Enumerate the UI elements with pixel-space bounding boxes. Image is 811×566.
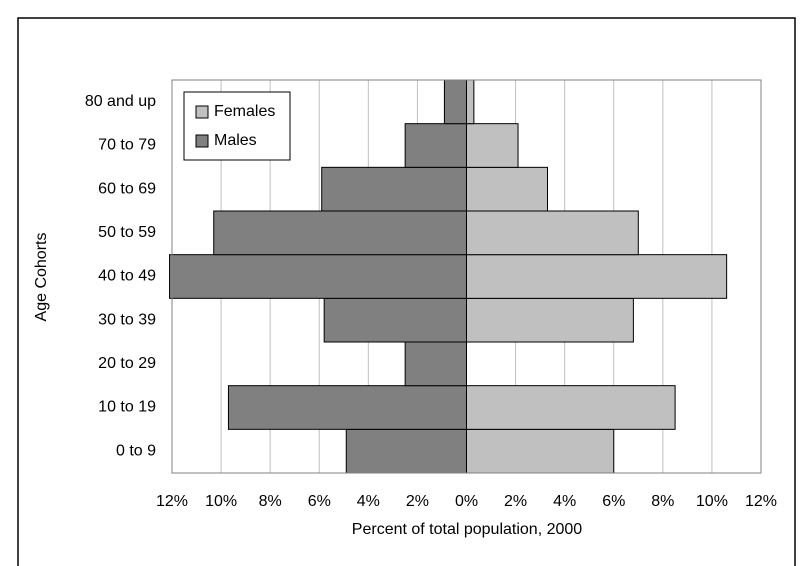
bar	[321, 166, 467, 212]
y-tick-label: 30 to 39	[98, 311, 156, 328]
bar	[466, 79, 475, 125]
y-tick-label: 50 to 59	[98, 224, 156, 241]
bar	[466, 297, 634, 343]
x-tick-label: 0%	[455, 493, 478, 510]
y-tick-label: 0 to 9	[116, 442, 156, 459]
x-axis-label: Percent of total population, 2000	[352, 521, 582, 538]
bar	[466, 210, 639, 256]
legend-swatch	[195, 105, 209, 119]
bar	[466, 123, 519, 168]
x-tick-label: 6%	[602, 493, 625, 510]
x-tick-label: 4%	[357, 493, 380, 510]
bar	[213, 210, 467, 256]
bar	[466, 166, 548, 212]
bar	[443, 79, 468, 125]
x-tick-label: 8%	[259, 493, 282, 510]
plot-border	[171, 79, 762, 474]
x-tick-label: 10%	[205, 493, 237, 510]
y-tick-label: 70 to 79	[98, 137, 156, 154]
x-tick-label: 12%	[156, 493, 188, 510]
y-tick-label: 40 to 49	[98, 268, 156, 285]
bar	[404, 123, 468, 168]
y-axis-label: Age Cohorts	[33, 233, 50, 322]
x-tick-label: 8%	[651, 493, 674, 510]
x-tick-label: 10%	[696, 493, 728, 510]
x-tick-label: 4%	[553, 493, 576, 510]
y-tick-label: 80 and up	[85, 93, 156, 110]
x-tick-label: 2%	[406, 493, 429, 510]
y-tick-label: 20 to 29	[98, 355, 156, 372]
x-tick-label: 6%	[308, 493, 331, 510]
bar	[404, 341, 468, 387]
legend-swatch	[195, 134, 209, 148]
bar	[466, 385, 676, 430]
x-tick-label: 12%	[745, 493, 777, 510]
bar	[466, 428, 615, 474]
legend-label: Males	[214, 132, 257, 149]
bar	[227, 385, 467, 430]
x-tick-label: 2%	[504, 493, 527, 510]
bar	[169, 254, 467, 299]
y-tick-label: 60 to 69	[98, 180, 156, 197]
bar	[466, 254, 728, 299]
bar	[345, 428, 467, 474]
legend-label: Females	[214, 103, 275, 120]
legend-box	[183, 91, 291, 161]
bar	[323, 297, 467, 343]
y-tick-label: 10 to 19	[98, 399, 156, 416]
